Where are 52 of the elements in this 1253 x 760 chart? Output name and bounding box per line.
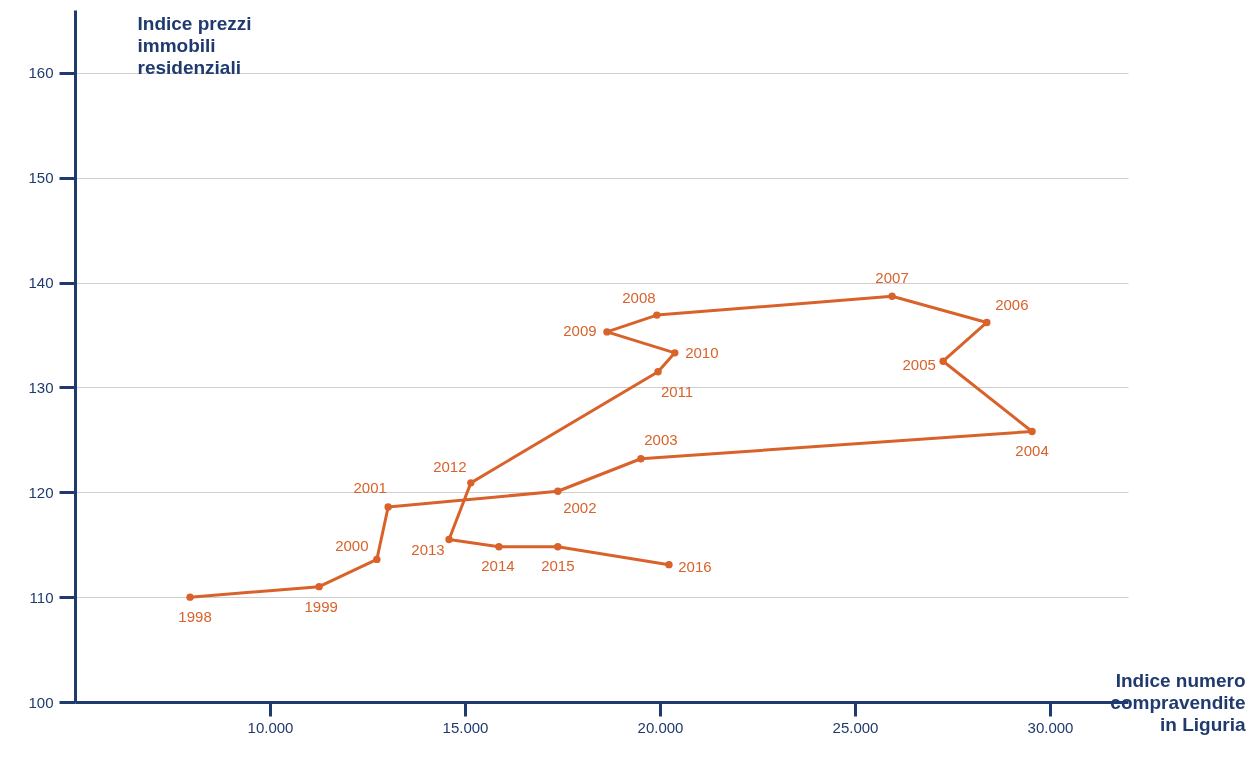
annotation: 2008 (622, 289, 656, 307)
point (603, 328, 611, 336)
y-tick-label: 140 (28, 274, 54, 292)
point (445, 535, 453, 544)
x-tick-label: 15.000 (442, 718, 489, 736)
x-tick-label: 10.000 (247, 718, 294, 736)
y-tick-label: 130 (28, 378, 54, 396)
annotation: 2016 (678, 557, 712, 575)
annotation: 2000 (335, 537, 369, 555)
y-tick-label: 150 (28, 169, 54, 187)
x-axis-title: Indice numero compravendite in Liguria (1110, 669, 1246, 735)
point (671, 349, 679, 357)
annotation: 2010 (685, 343, 719, 361)
point (653, 311, 661, 319)
point (384, 503, 392, 511)
annotation: 2011 (660, 382, 694, 400)
point (315, 582, 323, 591)
point (373, 555, 381, 564)
point (1028, 427, 1036, 436)
annotation: 1998 (178, 608, 212, 626)
annotation: 2006 (995, 296, 1029, 314)
annotation: 2015 (541, 556, 575, 574)
point (495, 543, 503, 551)
point (654, 368, 662, 376)
annotation: 2007 (875, 269, 909, 287)
y-tick-label: 110 (29, 588, 54, 606)
y-axis-title: Indice prezzi immobili residenziali (137, 12, 252, 78)
y-tick-label: 120 (28, 483, 54, 501)
point (554, 543, 562, 551)
point (637, 455, 645, 463)
x-tick-label: 25.000 (832, 718, 879, 736)
point (467, 479, 475, 487)
point (983, 318, 991, 327)
annotation: 2001 (353, 478, 387, 496)
annotation: 2014 (481, 556, 515, 574)
annotation: 2002 (563, 499, 597, 517)
x-tick-label: 30.000 (1027, 718, 1074, 736)
annotation: 2009 (563, 321, 597, 339)
annotation: 2005 (902, 356, 936, 374)
point (939, 357, 947, 365)
y-tick-label: 160 (28, 64, 54, 82)
y-tick-label: 100 (28, 693, 54, 711)
annotation: 2013 (411, 541, 445, 559)
point (665, 560, 673, 569)
point (888, 292, 896, 300)
point (554, 487, 562, 495)
annotation: 2004 (1015, 442, 1049, 460)
point (186, 593, 194, 601)
annotation: 2003 (644, 430, 678, 448)
x-tick-label: 20.000 (637, 718, 684, 736)
annotation: 2012 (433, 457, 467, 475)
annotation: 1999 (304, 597, 338, 615)
